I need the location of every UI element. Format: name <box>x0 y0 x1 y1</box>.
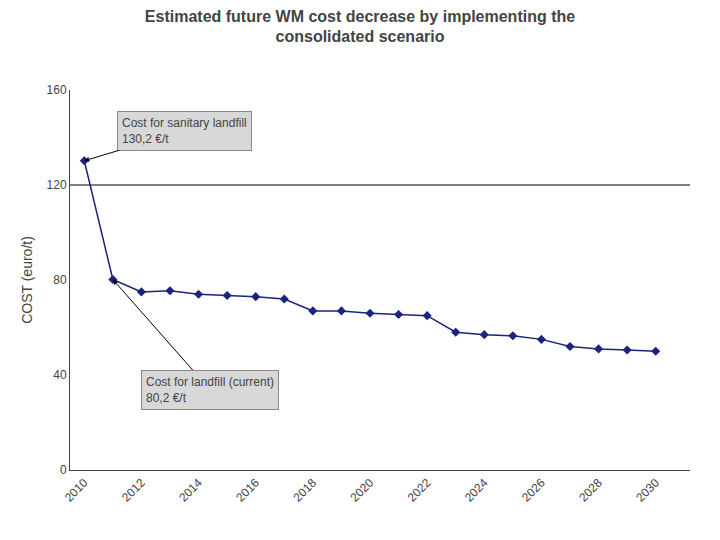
svg-text:Cost for sanitary landfill130,: Cost for sanitary landfill130,2 €/t <box>122 116 247 146</box>
svg-text:COST (euro/t): COST (euro/t) <box>19 236 35 324</box>
svg-text:2026: 2026 <box>519 476 548 505</box>
svg-text:80: 80 <box>53 273 67 287</box>
svg-text:2030: 2030 <box>633 476 662 505</box>
svg-text:Estimated future WM cost decre: Estimated future WM cost decrease by imp… <box>145 8 575 46</box>
svg-text:2020: 2020 <box>348 476 377 505</box>
svg-text:2018: 2018 <box>290 476 319 505</box>
svg-text:2022: 2022 <box>405 476 434 505</box>
svg-text:2024: 2024 <box>462 476 491 505</box>
svg-text:2028: 2028 <box>576 476 605 505</box>
svg-text:2016: 2016 <box>233 476 262 505</box>
svg-text:Cost for landfill (current)80,: Cost for landfill (current)80,2 €/t <box>146 375 274 405</box>
svg-text:120: 120 <box>47 178 67 192</box>
svg-text:0: 0 <box>60 463 67 477</box>
svg-text:2014: 2014 <box>176 476 205 505</box>
svg-text:2012: 2012 <box>119 476 148 505</box>
svg-text:40: 40 <box>53 368 67 382</box>
svg-text:2010: 2010 <box>62 476 91 505</box>
svg-text:160: 160 <box>47 83 67 97</box>
